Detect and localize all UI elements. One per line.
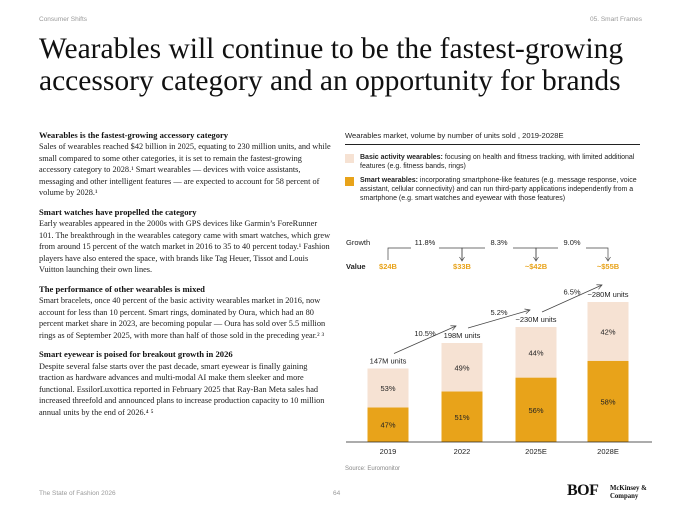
volume-growth-line <box>393 325 457 354</box>
legend-swatch-smart <box>345 177 354 186</box>
section-heading: Smart watches have propelled the categor… <box>39 206 197 217</box>
smart-share-label: 47% <box>380 421 395 430</box>
total-units-label: ~280M units <box>587 290 628 299</box>
volume-growth-arrowhead <box>524 308 531 315</box>
market-value-label: ~$42B <box>525 262 548 271</box>
section-label: Consumer Shifts <box>39 16 88 23</box>
legend-swatch-basic <box>345 154 354 163</box>
legend-title: Basic activity wearables: <box>360 154 443 161</box>
growth-label-bg <box>485 237 513 249</box>
growth-label: 8.3% <box>490 238 507 247</box>
market-value-label: $33B <box>453 262 472 271</box>
x-tick-label: 2019 <box>380 447 397 456</box>
source-note: Source: Euromonitor <box>345 466 401 472</box>
publication-name: The State of Fashion 2026 <box>39 490 116 497</box>
growth-arrowhead <box>459 256 465 262</box>
growth-arrowhead <box>533 256 539 262</box>
section-smart-eyewear: Smart eyewear is poised for breakout gro… <box>39 349 331 418</box>
chart-title: Wearables market, volume by number of un… <box>345 131 640 145</box>
x-tick-label: 2022 <box>454 447 471 456</box>
total-units-label: 198M units <box>444 331 481 340</box>
section-heading: The performance of other wearables is mi… <box>39 283 205 294</box>
growth-bracket <box>387 247 463 260</box>
growth-label-bg <box>411 237 439 249</box>
volume-growth-arrowhead <box>596 284 603 290</box>
section-body: Smart bracelets, once 40 percent of the … <box>39 296 326 340</box>
section-wearables-growth: Wearables is the fastest-growing accesso… <box>39 130 331 199</box>
smart-share-label: 56% <box>528 406 543 415</box>
basic-share-label: 53% <box>380 384 395 393</box>
x-tick-label: 2025E <box>525 447 547 456</box>
page-number: 64 <box>333 490 341 497</box>
growth-bracket <box>461 247 537 260</box>
section-smart-watches: Smart watches have propelled the categor… <box>39 207 331 276</box>
legend-desc: incorporating smartphone-like features (… <box>360 177 637 203</box>
legend-text-basic: Basic activity wearables: focusing on he… <box>360 153 645 171</box>
growth-label: 11.8% <box>415 238 436 247</box>
bar-smart <box>587 360 629 442</box>
bar-smart <box>515 377 557 442</box>
growth-row-label: Growth <box>346 238 370 247</box>
mckinsey-logo: McKinsey & Company <box>610 485 647 500</box>
x-tick-label: 2028E <box>597 447 619 456</box>
section-heading: Smart eyewear is poised for breakout gro… <box>39 349 233 360</box>
legend-smart: Smart wearables: incorporating smartphon… <box>345 176 645 204</box>
total-units-label: ~230M units <box>515 315 556 324</box>
basic-share-label: 44% <box>528 348 543 357</box>
growth-label-bg <box>558 237 586 249</box>
bar-smart <box>441 391 483 442</box>
bof-logo: BOF <box>567 482 599 499</box>
bar-basic <box>367 368 409 408</box>
volume-growth-label: 5.2% <box>490 308 507 317</box>
wearables-volume-chart: Growth Value $24B $33B ~$42B ~$55B 11.8% 8.3% 9.… <box>346 237 652 456</box>
volume-growth-label: 6.5% <box>563 288 580 297</box>
market-value-label: ~$55B <box>597 262 620 271</box>
growth-arrowhead <box>605 256 611 262</box>
volume-growth-line <box>467 309 531 329</box>
basic-share-label: 42% <box>600 327 615 336</box>
legend-title: Smart wearables: <box>360 177 418 184</box>
legend-text-smart: Smart wearables: incorporating smartphon… <box>360 176 645 204</box>
chapter-label: 05. Smart Frames <box>589 16 642 23</box>
section-body: Early wearables appeared in the 2000s wi… <box>39 219 331 275</box>
value-row-label: Value <box>346 262 366 271</box>
volume-growth-arrowhead <box>450 325 457 331</box>
volume-growth-line <box>541 284 603 313</box>
growth-label: 9.0% <box>563 238 580 247</box>
smart-share-label: 58% <box>600 397 615 406</box>
section-body: Despite several false starts over the pa… <box>39 361 325 417</box>
page-title: Wearables will continue to be the fastes… <box>39 33 624 97</box>
bar-basic <box>441 343 483 392</box>
legend-basic: Basic activity wearables: focusing on he… <box>345 153 645 171</box>
bar-basic <box>515 327 557 378</box>
volume-growth-label: 10.5% <box>414 329 436 338</box>
section-body: Sales of wearables reached $42 billion i… <box>39 142 331 198</box>
section-other-wearables: The performance of other wearables is mi… <box>39 284 331 341</box>
section-heading: Wearables is the fastest-growing accesso… <box>39 130 229 140</box>
bar-basic <box>587 302 629 361</box>
text-column: Wearables is the fastest-growing accesso… <box>39 130 331 426</box>
basic-share-label: 49% <box>454 363 469 372</box>
legend-desc: focusing on health and fitness tracking,… <box>360 154 635 171</box>
growth-bracket <box>535 247 609 260</box>
smart-share-label: 51% <box>454 413 469 422</box>
market-value-label: $24B <box>379 262 398 271</box>
total-units-label: 147M units <box>370 357 407 366</box>
bar-smart <box>367 407 409 442</box>
